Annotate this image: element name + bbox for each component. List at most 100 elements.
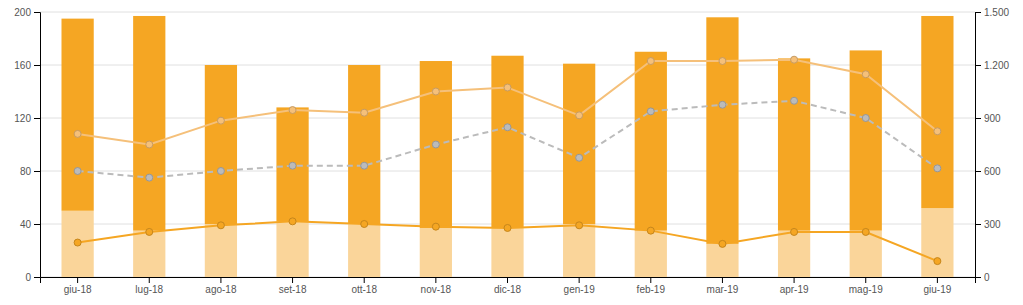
marker (146, 141, 153, 148)
marker (217, 222, 224, 229)
tick-label: giu-18 (64, 284, 92, 295)
marker (289, 162, 296, 169)
tick-mark (794, 277, 795, 283)
tick: 300 (975, 219, 1001, 230)
bar (563, 224, 595, 277)
bar (61, 19, 93, 211)
tick: 40 (20, 219, 40, 230)
bar (635, 52, 667, 231)
tick: 600 (975, 166, 1001, 177)
bar (706, 17, 738, 244)
marker (146, 174, 153, 181)
tick: mar-19 (707, 277, 739, 295)
tick-mark (865, 277, 866, 283)
tick-mark (435, 277, 436, 283)
marker (647, 108, 654, 115)
tick-mark (34, 277, 40, 278)
tick-mark (937, 277, 938, 283)
tick-label: 600 (984, 166, 1001, 177)
tick-mark (975, 118, 981, 119)
tick-label: 0 (25, 272, 31, 283)
marker (791, 228, 798, 235)
marker (791, 56, 798, 63)
bar (921, 16, 953, 208)
marker (576, 222, 583, 229)
tick-mark (975, 171, 981, 172)
marker (862, 228, 869, 235)
tick: lug-18 (135, 277, 163, 295)
bar (491, 56, 523, 228)
marker (934, 258, 941, 265)
marker (361, 162, 368, 169)
bar (205, 65, 237, 224)
tick-label: set-18 (279, 284, 307, 295)
tick-label: ott-18 (351, 284, 377, 295)
tick-label: lug-18 (135, 284, 163, 295)
axis-line (41, 278, 976, 284)
tick-mark (507, 277, 508, 283)
tick-mark (77, 277, 78, 283)
tick: set-18 (279, 277, 307, 295)
tick-label: mar-19 (707, 284, 739, 295)
marker (289, 107, 296, 114)
tick-mark (34, 12, 40, 13)
tick-label: 1.500 (984, 7, 1009, 18)
axis-line (34, 13, 41, 278)
plot-area (61, 16, 953, 277)
tick: dic-18 (494, 277, 522, 295)
bar (778, 58, 810, 230)
tick-mark (149, 277, 150, 283)
marker (74, 239, 81, 246)
bar (205, 224, 237, 277)
marker (647, 227, 654, 234)
x-axis: giu-18lug-18ago-18set-18ott-18nov-18dic-… (41, 277, 976, 295)
marker (217, 168, 224, 175)
tick: giu-18 (64, 277, 92, 295)
tick-mark (34, 171, 40, 172)
marker (432, 88, 439, 95)
tick-label: apr-19 (780, 284, 809, 295)
tick-mark (292, 277, 293, 283)
tick-mark (975, 277, 981, 278)
marker (289, 218, 296, 225)
tick: gen-19 (564, 277, 596, 295)
bar (563, 64, 595, 224)
tick-label: 160 (14, 60, 31, 71)
tick-mark (34, 65, 40, 66)
bar (850, 50, 882, 230)
marker (934, 165, 941, 172)
marker (504, 84, 511, 91)
marker (647, 58, 654, 65)
marker (217, 117, 224, 124)
line-series (74, 56, 941, 148)
tick-mark (34, 224, 40, 225)
tick-label: 0 (984, 272, 990, 283)
tick-mark (975, 12, 981, 13)
bar (635, 231, 667, 277)
grid (40, 12, 975, 277)
marker (74, 130, 81, 137)
marker (361, 221, 368, 228)
tick-label: 1.200 (984, 60, 1009, 71)
tick-label: feb-19 (637, 284, 666, 295)
marker (146, 228, 153, 235)
tick-label: mag-19 (849, 284, 883, 295)
tick-mark (975, 224, 981, 225)
marker (576, 112, 583, 119)
tick-label: ago-18 (205, 284, 237, 295)
y2-axis: 03006009001.2001.500 (975, 7, 1009, 283)
line (78, 101, 938, 178)
marker (504, 124, 511, 131)
line (78, 60, 938, 145)
tick: 120 (14, 113, 40, 124)
marker (361, 109, 368, 116)
tick-mark (220, 277, 221, 283)
marker (432, 141, 439, 148)
bar (491, 228, 523, 277)
tick: 160 (14, 60, 40, 71)
tick-label: 120 (14, 113, 31, 124)
bar (276, 107, 308, 221)
marker (719, 58, 726, 65)
tick: 0 (975, 272, 990, 283)
line-series (74, 218, 941, 265)
